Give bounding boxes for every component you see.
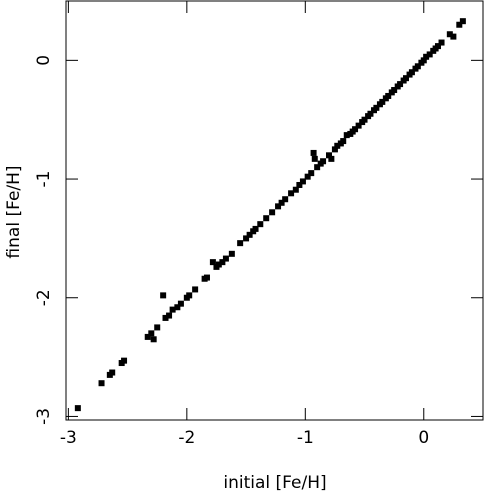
point	[169, 306, 176, 313]
point	[334, 142, 341, 149]
y-tick-label: -1	[34, 171, 54, 188]
point	[252, 225, 259, 232]
point	[203, 274, 210, 281]
point	[192, 286, 199, 293]
point	[314, 164, 321, 171]
point	[308, 170, 315, 177]
point	[459, 18, 466, 25]
point	[414, 63, 421, 70]
point	[438, 39, 445, 46]
y-axis-label: final [Fe/H]	[4, 165, 24, 258]
point	[408, 69, 415, 76]
point	[361, 116, 368, 123]
point	[278, 199, 285, 206]
point	[355, 122, 362, 129]
point	[144, 333, 151, 340]
point	[243, 235, 250, 242]
point	[263, 215, 270, 222]
point	[174, 304, 181, 311]
point	[121, 357, 128, 364]
point	[367, 110, 374, 117]
point	[379, 98, 386, 105]
point	[434, 43, 441, 50]
x-tick-label: 0	[418, 428, 429, 448]
point	[420, 57, 427, 64]
point	[397, 81, 404, 88]
point	[446, 31, 453, 38]
point	[219, 259, 226, 266]
point	[150, 336, 157, 343]
point	[209, 259, 216, 266]
point	[450, 33, 457, 40]
y-tick-label: -3	[34, 408, 54, 425]
point	[177, 300, 184, 307]
point	[456, 21, 463, 28]
x-tick-label: -3	[60, 428, 77, 448]
point	[331, 146, 338, 153]
point	[282, 196, 289, 203]
point	[296, 181, 303, 188]
point	[154, 324, 161, 331]
point	[310, 149, 317, 156]
point	[237, 240, 244, 247]
point	[166, 312, 173, 319]
point	[311, 155, 318, 162]
point	[402, 75, 409, 82]
point	[340, 138, 347, 145]
point	[288, 190, 295, 197]
point	[426, 51, 433, 58]
point	[186, 292, 193, 299]
point	[373, 104, 380, 111]
point	[292, 186, 299, 193]
point	[269, 209, 276, 216]
point	[325, 152, 332, 159]
point	[391, 87, 398, 94]
point	[162, 314, 169, 321]
point	[74, 405, 81, 412]
x-axis-label: initial [Fe/H]	[223, 473, 326, 493]
point	[343, 132, 350, 139]
x-tick-label: -1	[297, 428, 314, 448]
point	[328, 155, 335, 162]
point	[304, 173, 311, 180]
point	[228, 250, 235, 257]
point	[160, 292, 167, 299]
point	[222, 255, 229, 262]
point	[275, 203, 282, 210]
point	[98, 380, 105, 387]
point	[215, 261, 222, 268]
y-tick-label: 0	[34, 55, 54, 66]
point	[299, 178, 306, 185]
point	[352, 126, 359, 133]
point	[423, 53, 430, 60]
point	[320, 158, 327, 165]
point	[246, 231, 253, 238]
point	[257, 221, 264, 228]
point	[148, 330, 155, 337]
plot-frame	[65, 0, 484, 421]
y-tick-label: -2	[34, 289, 54, 306]
x-tick-label: -2	[178, 428, 195, 448]
point	[109, 369, 116, 376]
point	[385, 92, 392, 99]
